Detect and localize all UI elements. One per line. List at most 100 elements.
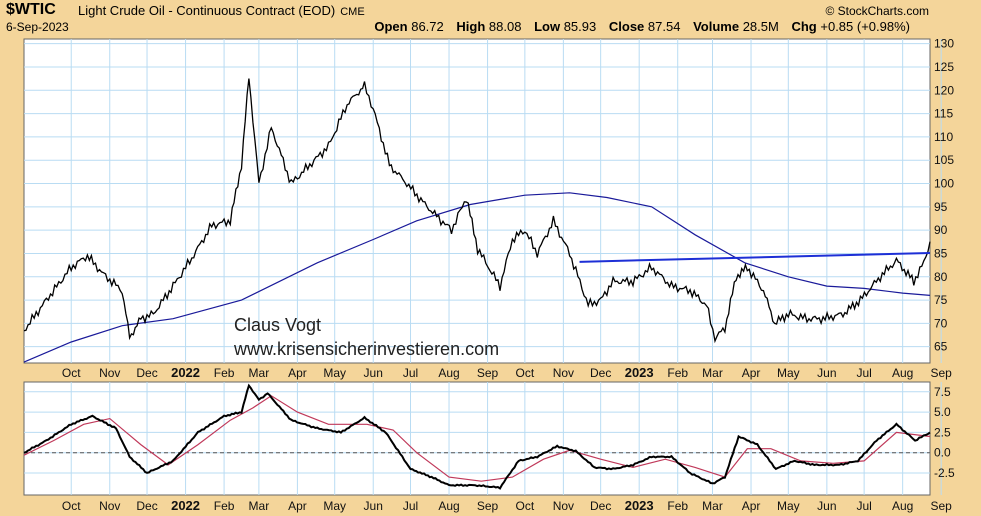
x-tick-label: Apr: [288, 499, 307, 513]
price-plot-area: [23, 38, 931, 364]
x-tick-label: Dec: [590, 499, 611, 513]
x-tick-label: Feb: [667, 499, 688, 513]
price-x-axis: Oct Nov Dec 2022 Feb Mar Apr May Jun Jul Aug Sep Oct…: [62, 365, 952, 380]
high-value: 88.08: [488, 19, 522, 34]
quote-stats: Open 86.72 High 88.08 Low 85.93 Close 87…: [374, 19, 919, 34]
x-tick-label: Dec: [590, 366, 611, 380]
change-value: +0.85 (+0.98%): [820, 19, 910, 34]
y-tick-label: 90: [934, 223, 948, 237]
y-tick-label: 70: [934, 316, 948, 330]
price-panel: Claus Vogt www.krisensicherinvestieren.c…: [23, 37, 954, 380]
x-tick-label: Sep: [477, 499, 499, 513]
description-text: Light Crude Oil - Continuous Contract (E…: [78, 3, 336, 18]
y-tick-label: 0.0: [934, 446, 951, 460]
y-tick-label: 110: [934, 130, 953, 144]
low-label: Low: [534, 19, 561, 34]
x-tick-label: May: [323, 366, 346, 380]
x-tick-label: Sep: [931, 499, 953, 513]
y-tick-label: -2.5: [934, 466, 955, 480]
x-tick-label: Oct: [516, 499, 535, 513]
change-label: Chg: [791, 19, 817, 34]
y-tick-label: 85: [934, 246, 948, 260]
y-tick-label: 5.0: [934, 405, 951, 419]
resistance-trendline: [579, 251, 931, 263]
y-tick-label: 7.5: [934, 385, 951, 399]
oscillator-gridlines: [24, 382, 942, 495]
oscillator-x-axis: Oct Nov Dec 2022 Feb Mar Apr May Jun Jul Aug Sep Oct…: [62, 498, 952, 513]
price-y-axis: 65 70 75 80 85 90 95 100 105 110 115 120 125 130: [934, 37, 954, 354]
open-value: 86.72: [411, 19, 444, 34]
x-tick-label: Aug: [438, 366, 459, 380]
x-tick-label: Feb: [214, 366, 235, 380]
x-tick-label: Jul: [856, 499, 871, 513]
high-label: High: [456, 19, 486, 34]
y-tick-label: 75: [934, 293, 948, 307]
x-tick-label: Aug: [892, 366, 913, 380]
y-tick-label: 65: [934, 340, 948, 354]
x-tick-label: Jul: [856, 366, 871, 380]
volume-label: Volume: [693, 19, 740, 34]
x-tick-label: Nov: [99, 366, 120, 380]
watermark-url: www.krisensicherinvestieren.com: [233, 339, 499, 359]
x-tick-label: Dec: [136, 499, 157, 513]
x-tick-label: Nov: [553, 499, 574, 513]
y-tick-label: 105: [934, 153, 954, 167]
x-tick-label: May: [777, 366, 800, 380]
x-tick-label: Mar: [249, 366, 270, 380]
x-tick-label: 2022: [171, 365, 200, 380]
x-tick-label: Mar: [702, 499, 723, 513]
oscillator-y-axis: -2.5 0.0 2.5 5.0 7.5: [934, 385, 955, 480]
copyright-notice: © StockCharts.com: [825, 4, 929, 18]
close-label: Close: [608, 19, 645, 34]
x-tick-label: Jun: [364, 499, 383, 513]
close-value: 87.54: [647, 19, 681, 34]
price-gridlines: [24, 39, 942, 363]
y-tick-label: 2.5: [934, 425, 951, 439]
x-tick-label: Jun: [364, 366, 383, 380]
oscillator-series-group: [23, 383, 931, 490]
y-tick-label: 80: [934, 270, 948, 284]
ticker-symbol: $WTIC: [6, 1, 56, 18]
volume-value: 28.5M: [742, 19, 779, 34]
x-tick-label: Nov: [99, 499, 120, 513]
x-tick-label: 2023: [625, 365, 654, 380]
x-tick-label: Aug: [892, 499, 913, 513]
x-tick-label: Mar: [249, 499, 270, 513]
x-tick-label: Oct: [516, 366, 535, 380]
x-tick-label: Oct: [62, 366, 81, 380]
x-tick-label: Aug: [438, 499, 459, 513]
price-line: [23, 78, 931, 344]
x-tick-label: Mar: [702, 366, 723, 380]
x-tick-label: Jul: [403, 499, 418, 513]
x-tick-label: Sep: [477, 366, 499, 380]
oscillator-panel: -2.5 0.0 2.5 5.0 7.5 Oct Nov Dec 2022 Feb Mar Apr M…: [23, 381, 955, 513]
x-tick-label: Feb: [667, 366, 688, 380]
y-tick-label: 95: [934, 200, 948, 214]
watermark-author: Claus Vogt: [234, 315, 321, 335]
x-tick-label: Sep: [931, 366, 953, 380]
x-tick-label: Apr: [742, 366, 761, 380]
x-tick-label: Nov: [553, 366, 574, 380]
x-tick-label: 2023: [625, 498, 654, 513]
y-tick-label: 100: [934, 177, 954, 191]
open-label: Open: [374, 19, 408, 34]
x-tick-label: 2022: [171, 498, 200, 513]
x-tick-label: May: [323, 499, 346, 513]
y-tick-label: 115: [934, 107, 953, 121]
y-tick-label: 125: [934, 60, 954, 74]
x-tick-label: Apr: [288, 366, 307, 380]
y-tick-label: 120: [934, 83, 954, 97]
y-tick-label: 130: [934, 37, 954, 51]
x-tick-label: Jul: [403, 366, 418, 380]
x-tick-label: May: [777, 499, 800, 513]
exchange-label: CME: [340, 6, 365, 18]
chart-header: $WTIC Light Crude Oil - Continuous Contr…: [0, 0, 981, 38]
x-tick-label: Feb: [214, 499, 235, 513]
moving-average-line: [23, 192, 931, 363]
oscillator-line: [23, 383, 931, 490]
quote-date: 6-Sep-2023: [6, 20, 69, 34]
x-tick-label: Jun: [817, 366, 836, 380]
x-tick-label: Dec: [136, 366, 157, 380]
x-tick-label: Jun: [817, 499, 836, 513]
low-value: 85.93: [563, 19, 597, 34]
